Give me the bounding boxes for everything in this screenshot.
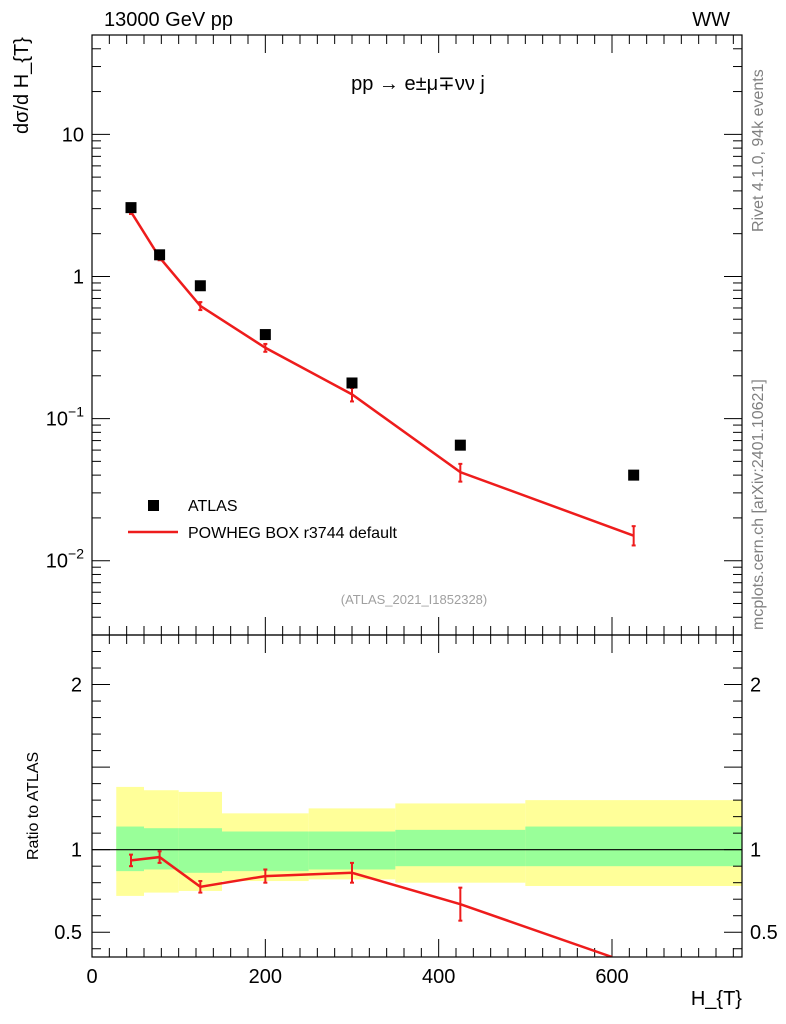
x-axis-title: H_{T} [691,988,742,1010]
legend-data-label: ATLAS [188,498,238,515]
y-tick-label-0: 10 [62,124,84,146]
ratio-band-inner-5 [395,829,526,867]
analysis-label: WW [692,9,730,31]
y-tick-label-3: 10−2 [46,546,84,573]
ratio-plot-frame [91,634,743,958]
x-tick-label-1: 200 [249,966,282,988]
reference-label: (ATLAS_2021_I1852328) [341,592,487,607]
atlas-data-point [346,377,358,389]
mc-line [129,211,635,537]
atlas-data-point [154,249,166,261]
ratio-band-inner-3 [222,831,309,872]
atlas-data-point [194,280,206,292]
x-tick-label-0: 0 [86,966,97,988]
process-title: pp → e±μ∓νν j [351,73,485,95]
y-axis-title: dσ/d H_{T} [11,37,33,134]
atlas-data-point [454,439,466,451]
ratio-y-tick-label-right-1: 1 [750,840,761,862]
rivet-version-label: Rivet 4.1.0, 94k events [750,69,767,232]
ratio-y-tick-label-left-2: 2 [71,675,82,697]
mcplots-source-label: mcplots.cern.ch [arXiv:2401.10621] [750,379,767,630]
atlas-data-point [628,469,640,481]
main-plot-frame [91,34,743,636]
x-tick-label-2: 400 [422,966,455,988]
legend-data-marker [148,500,159,511]
ratio-y-tick-label-right-2: 2 [750,675,761,697]
ratio-y-tick-label-right-0: 0.5 [750,922,778,944]
y-tick-label-2: 10−1 [46,404,84,431]
ratio-band-inner-6 [525,826,742,867]
atlas-data-point [259,329,271,341]
energy-label: 13000 GeV pp [104,9,233,31]
legend-mc-label: POWHEG BOX r3744 default [188,525,398,542]
ratio-band-inner-2 [178,828,222,873]
ratio-y-tick-label-left-1: 1 [71,840,82,862]
atlas-data-point [125,202,137,214]
ratio-y-tick-label-left-0: 0.5 [54,922,82,944]
y-tick-label-1: 1 [73,266,84,288]
ratio-axis-title: Ratio to ATLAS [25,752,42,860]
x-tick-label-3: 600 [595,966,628,988]
